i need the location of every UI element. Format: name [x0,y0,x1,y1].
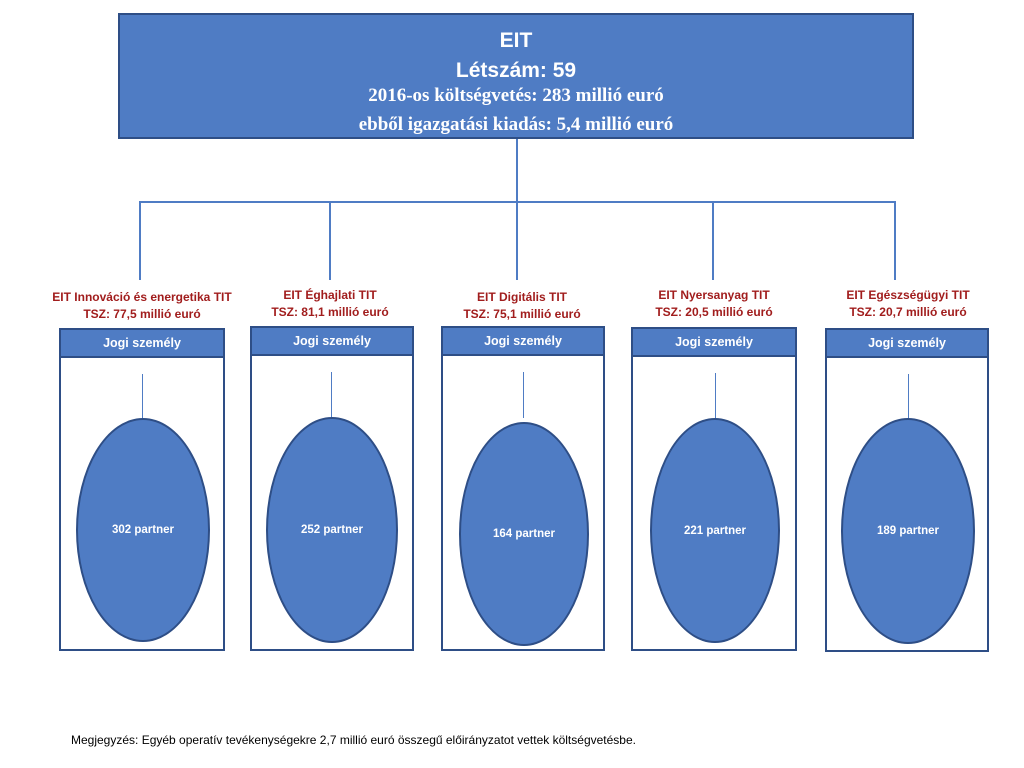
kic-title-5: EIT Egészségügyi TIT TSZ: 20,7 millió eu… [808,287,1008,321]
eit-budget: 2016-os költségvetés: 283 millió euró [368,85,664,106]
kic-name: EIT Éghajlati TIT [283,288,377,302]
legal-entity-header: Jogi személy [61,330,223,358]
kic-stem [523,372,524,418]
kic-name: EIT Nyersanyag TIT [658,288,770,302]
kic-tsz: TSZ: 81,1 millió euró [271,305,389,319]
partner-ellipse: 189 partner [841,418,975,644]
kic-box-2: Jogi személy 252 partner [250,326,414,651]
partner-count: 221 partner [683,524,746,537]
legal-entity-header: Jogi személy [443,328,603,356]
kic-stem [142,374,143,420]
partner-count: 252 partner [300,524,363,536]
partner-count: 302 partner [111,524,174,536]
kic-title-3: EIT Digitális TIT TSZ: 75,1 millió euró [422,289,622,323]
kic-stem [908,374,909,420]
kic-tsz: TSZ: 77,5 millió euró [83,307,201,321]
footnote: Megjegyzés: Egyéb operatív tevékenységek… [71,733,636,747]
kic-tsz: TSZ: 75,1 millió euró [463,307,581,321]
eit-admin-cost: ebből igazgatási kiadás: 5,4 millió euró [358,114,674,135]
eit-staff: Létszám: 59 [455,59,577,82]
kic-box-4: Jogi személy 221 partner [631,327,797,651]
kic-title-4: EIT Nyersanyag TIT TSZ: 20,5 millió euró [614,287,814,321]
eit-root-box: EIT Létszám: 59 2016-os költségvetés: 28… [118,13,914,139]
partner-ellipse: 164 partner [459,422,589,646]
legal-entity-header: Jogi személy [252,328,412,356]
kic-name: EIT Digitális TIT [476,290,567,304]
kic-title-1: EIT Innováció és energetika TIT TSZ: 77,… [42,289,242,323]
kic-name: EIT Egészségügyi TIT [846,288,970,302]
kic-box-5: Jogi személy 189 partner [825,328,989,652]
partner-count: 164 partner [492,528,555,540]
partner-ellipse: 302 partner [76,418,210,642]
kic-stem [715,373,716,419]
kic-title-2: EIT Éghajlati TIT TSZ: 81,1 millió euró [230,287,430,321]
partner-ellipse: 252 partner [266,417,398,643]
kic-stem [331,372,332,418]
eit-title: EIT [499,29,533,52]
legal-entity-header: Jogi személy [827,330,987,358]
kic-box-3: Jogi személy 164 partner [441,326,605,651]
legal-entity-header: Jogi személy [633,329,795,357]
kic-tsz: TSZ: 20,7 millió euró [849,305,967,319]
kic-tsz: TSZ: 20,5 millió euró [655,305,773,319]
kic-name: EIT Innováció és energetika TIT [52,290,232,304]
partner-count: 189 partner [876,525,939,537]
kic-box-1: Jogi személy 302 partner [59,328,225,651]
partner-ellipse: 221 partner [650,418,780,643]
